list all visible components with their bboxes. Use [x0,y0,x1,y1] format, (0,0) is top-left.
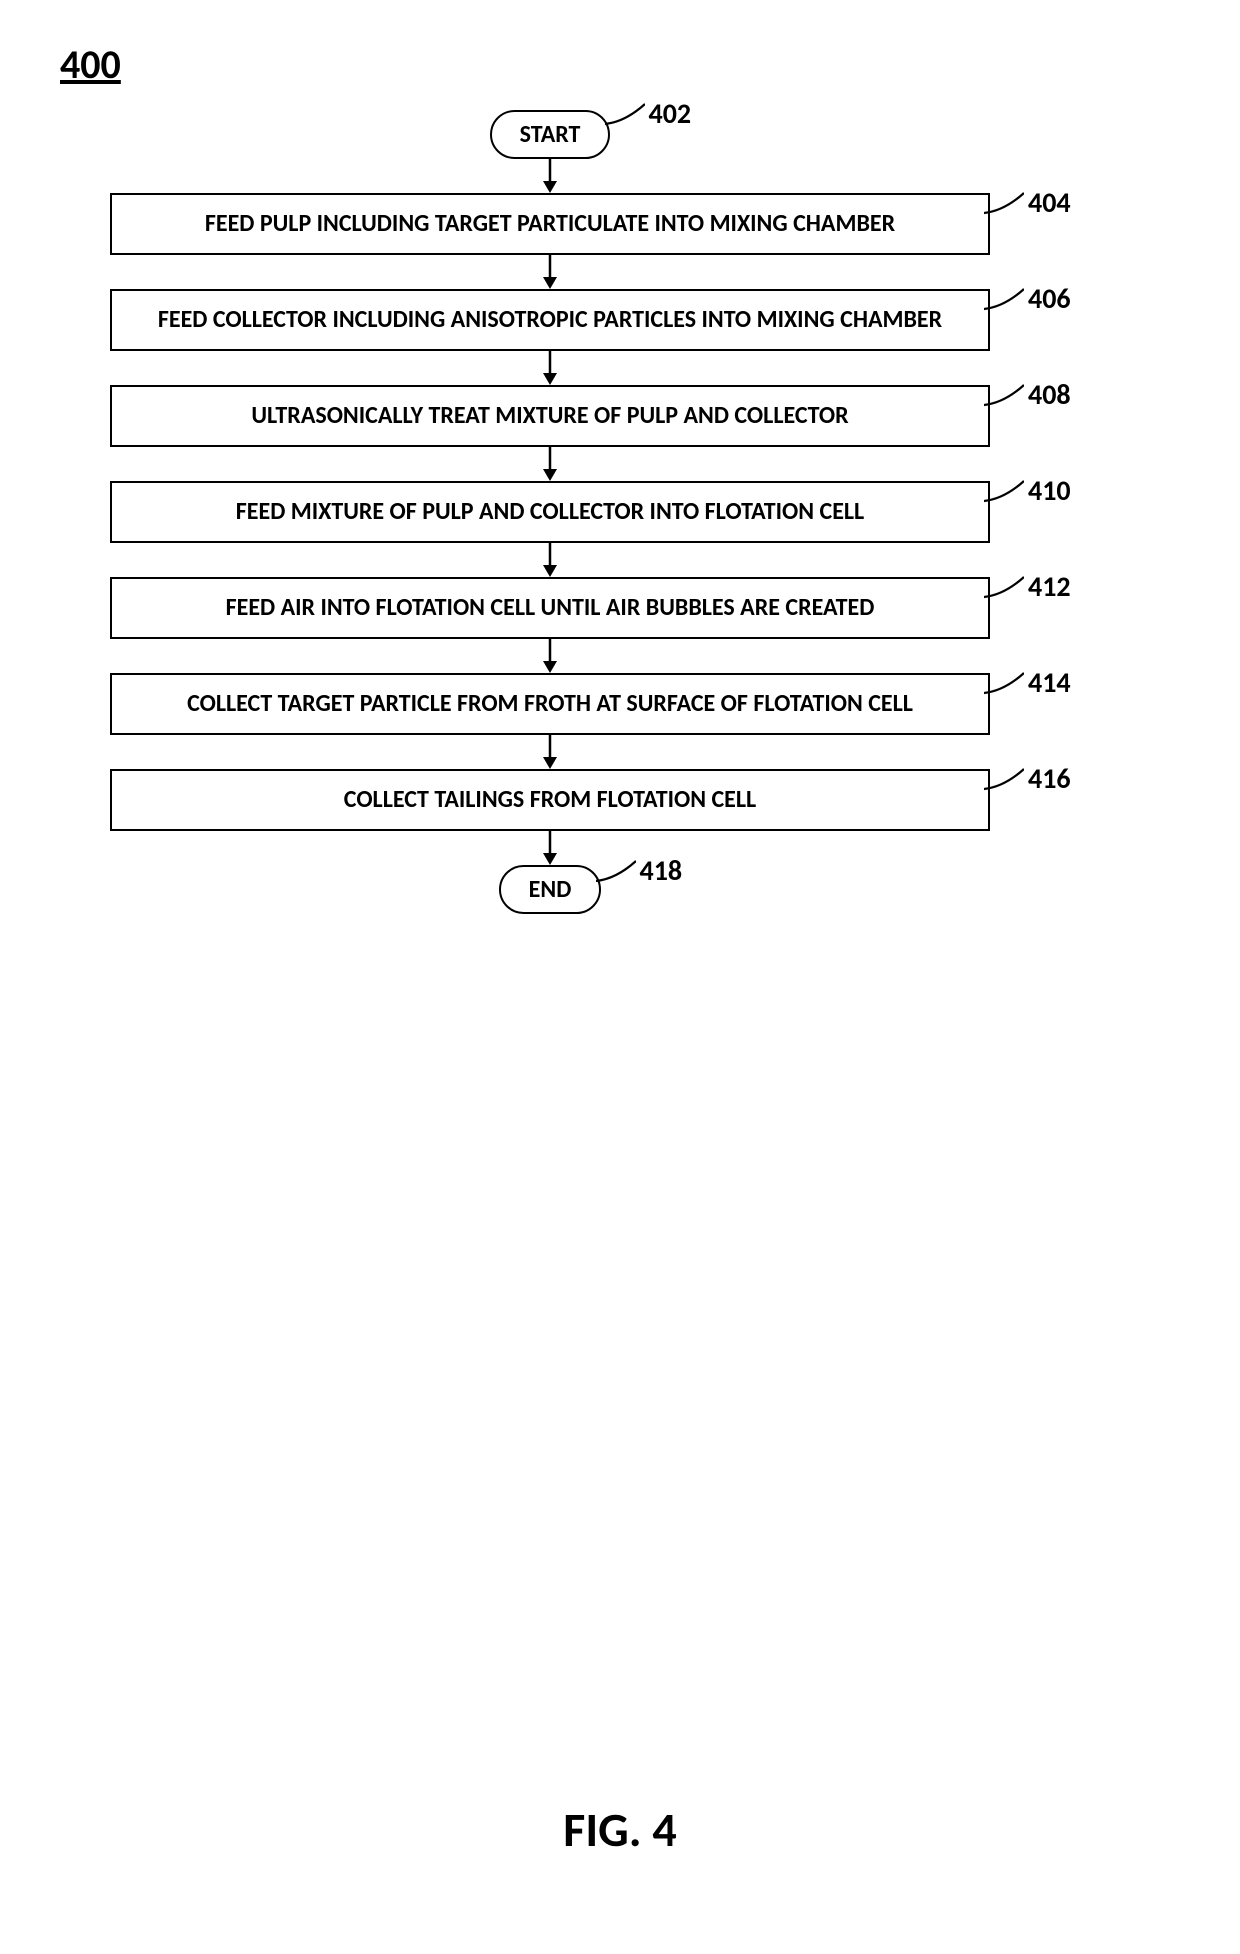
callout-number: 404 [1028,185,1071,220]
node-label: END [529,875,572,904]
callout-406: 406 [984,281,1071,316]
node-label: START [520,120,581,149]
flow-row-n402: START 402 [60,110,1040,159]
node-label: COLLECT TARGET PARTICLE FROM FROTH AT SU… [187,689,913,719]
flow-row-n410: FEED MIXTURE OF PULP AND COLLECTOR INTO … [60,481,1040,543]
process-step-406: FEED COLLECTOR INCLUDING ANISOTROPIC PAR… [110,289,990,351]
figure-caption: FIG. 4 [0,1800,1240,1859]
figure-number: 400 [60,40,121,89]
callout-number: 412 [1028,569,1071,604]
callout-408: 408 [984,377,1071,412]
callout-leader-icon [984,479,1024,503]
flow-row-n412: FEED AIR INTO FLOTATION CELL UNTIL AIR B… [60,577,1040,639]
node-label: FEED PULP INCLUDING TARGET PARTICULATE I… [205,209,895,239]
process-step-410: FEED MIXTURE OF PULP AND COLLECTOR INTO … [110,481,990,543]
flow-row-n416: COLLECT TAILINGS FROM FLOTATION CELL 416 [60,769,1040,831]
callout-number: 408 [1028,377,1071,412]
process-step-412: FEED AIR INTO FLOTATION CELL UNTIL AIR B… [110,577,990,639]
callout-number: 416 [1028,761,1071,796]
process-step-408: ULTRASONICALLY TREAT MIXTURE OF PULP AND… [110,385,990,447]
callout-leader-icon [984,767,1024,791]
callout-410: 410 [984,473,1071,508]
process-step-414: COLLECT TARGET PARTICLE FROM FROTH AT SU… [110,673,990,735]
callout-416: 416 [984,761,1071,796]
callout-leader-icon [984,191,1024,215]
callout-number: 406 [1028,281,1071,316]
callout-number: 418 [640,853,683,888]
arrow-down-icon [60,351,1040,385]
flowchart: START 402 FEED PULP INCLUDING TARGET PAR… [60,110,1040,914]
arrow-down-icon [60,831,1040,865]
process-step-404: FEED PULP INCLUDING TARGET PARTICULATE I… [110,193,990,255]
callout-number: 402 [649,96,692,131]
arrow-down-icon [60,255,1040,289]
callout-414: 414 [984,665,1071,700]
node-label: FEED COLLECTOR INCLUDING ANISOTROPIC PAR… [158,305,942,335]
callout-leader-icon [605,102,645,126]
callout-leader-icon [596,859,636,883]
flow-row-n414: COLLECT TARGET PARTICLE FROM FROTH AT SU… [60,673,1040,735]
callout-leader-icon [984,287,1024,311]
node-label: FEED MIXTURE OF PULP AND COLLECTOR INTO … [236,497,864,527]
start-terminal: START [490,110,611,159]
node-label: COLLECT TAILINGS FROM FLOTATION CELL [344,785,756,815]
callout-418: 418 [596,853,683,888]
callout-402: 402 [605,96,692,131]
process-step-416: COLLECT TAILINGS FROM FLOTATION CELL [110,769,990,831]
callout-404: 404 [984,185,1071,220]
callout-leader-icon [984,671,1024,695]
callout-leader-icon [984,383,1024,407]
flow-row-n404: FEED PULP INCLUDING TARGET PARTICULATE I… [60,193,1040,255]
node-label: FEED AIR INTO FLOTATION CELL UNTIL AIR B… [226,593,875,623]
arrow-down-icon [60,447,1040,481]
end-terminal: END [499,865,602,914]
arrow-down-icon [60,543,1040,577]
arrow-down-icon [60,159,1040,193]
callout-leader-icon [984,575,1024,599]
flow-row-n418: END 418 [60,865,1040,914]
arrow-down-icon [60,735,1040,769]
callout-412: 412 [984,569,1071,604]
arrow-down-icon [60,639,1040,673]
flow-row-n406: FEED COLLECTOR INCLUDING ANISOTROPIC PAR… [60,289,1040,351]
callout-number: 414 [1028,665,1071,700]
node-label: ULTRASONICALLY TREAT MIXTURE OF PULP AND… [251,401,848,431]
flow-row-n408: ULTRASONICALLY TREAT MIXTURE OF PULP AND… [60,385,1040,447]
callout-number: 410 [1028,473,1071,508]
